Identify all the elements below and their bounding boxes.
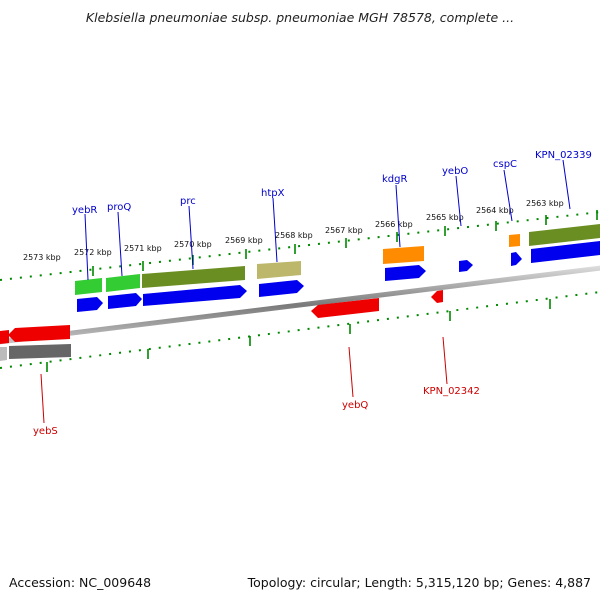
cds-arrow-yebS-left[interactable] — [0, 330, 9, 344]
leader-line-yebR — [84, 213, 89, 281]
gene-label-yebQ[interactable]: yebQ — [342, 400, 368, 411]
forward-gene-row — [75, 224, 600, 295]
gene-label-prc[interactable]: prc — [180, 196, 196, 207]
scale-label: 2567 kbp — [325, 226, 363, 235]
gene-label-cspC[interactable]: cspC — [493, 159, 517, 170]
scale-label: 2570 kbp — [174, 240, 212, 249]
gene-label-KPN_02339[interactable]: KPN_02339 — [535, 150, 592, 161]
reverse-label-leaders — [40, 336, 448, 424]
genome-backbone — [0, 265, 600, 345]
leader-line-cspC — [503, 169, 513, 222]
gene-label-kdgR[interactable]: kdgR — [382, 174, 407, 185]
gene-block-kdgR[interactable] — [383, 246, 424, 264]
gene-label-yebS[interactable]: yebS — [33, 426, 58, 437]
forward-label-leaders — [84, 159, 571, 281]
gene-block-yebR[interactable] — [75, 278, 102, 295]
gene-block-prc[interactable] — [142, 266, 245, 288]
reverse-gene-labels: yebS yebQ KPN_02342 — [33, 386, 480, 437]
leader-line-yebO — [455, 175, 462, 227]
gene-block-yebS-left[interactable] — [0, 347, 7, 361]
cds-arrow-yebR[interactable] — [77, 297, 103, 312]
gene-label-proQ[interactable]: proQ — [107, 202, 131, 213]
gene-block-proQ[interactable] — [106, 274, 140, 292]
leader-line-htpX — [272, 197, 278, 263]
leader-line-proQ — [117, 211, 123, 277]
gene-label-htpX[interactable]: htpX — [261, 188, 285, 199]
gene-label-yebR[interactable]: yebR — [72, 205, 97, 216]
scale-label: 2568 kbp — [275, 231, 313, 240]
cds-arrow-proQ[interactable] — [108, 293, 142, 309]
gene-label-yebO[interactable]: yebO — [442, 166, 468, 177]
gene-block-cspC[interactable] — [509, 234, 520, 247]
cds-arrow-yebS[interactable] — [8, 325, 70, 342]
cds-arrow-KPN_02342[interactable] — [431, 290, 443, 303]
scale-label: 2573 kbp — [23, 253, 61, 262]
scale-label: 2565 kbp — [426, 213, 464, 222]
reverse-scale-line — [0, 291, 600, 369]
leader-line-KPN_02339 — [562, 159, 571, 210]
leader-line-yebQ — [348, 346, 354, 398]
leader-line-kdgR — [395, 184, 401, 248]
topology-text: Topology: circular; Length: 5,315,120 bp… — [247, 575, 591, 590]
forward-cds-row — [77, 241, 600, 312]
cds-arrow-prc[interactable] — [143, 285, 247, 306]
scale-label: 2563 kbp — [526, 199, 564, 208]
accession-text: Accession: NC_009648 — [9, 575, 152, 590]
leader-line-KPN_02342 — [442, 336, 448, 385]
reverse-scale-track — [0, 291, 600, 372]
gene-block-yebS[interactable] — [9, 344, 71, 359]
cds-arrow-kdgR[interactable] — [385, 265, 426, 281]
gene-block-htpX[interactable] — [257, 261, 301, 279]
cds-arrow-htpX[interactable] — [259, 280, 304, 297]
page-title: Klebsiella pneumoniae subsp. pneumoniae … — [85, 10, 515, 25]
cds-arrow-yebQ[interactable] — [311, 298, 379, 318]
gene-label-KPN_02342[interactable]: KPN_02342 — [423, 386, 480, 397]
scale-label: 2572 kbp — [74, 248, 112, 257]
cds-arrow-KPN_02339[interactable] — [531, 241, 600, 263]
cds-arrow-yebO[interactable] — [459, 260, 473, 272]
forward-gene-labels: yebR proQ prc htpX kdgR yebO cspC KPN_02… — [72, 150, 592, 216]
scale-label: 2569 kbp — [225, 236, 263, 245]
forward-scale-line — [0, 211, 600, 281]
scale-label: 2571 kbp — [124, 244, 162, 253]
forward-scale-track: 2573 kbp 2572 kbp 2571 kbp 2570 kbp 2569… — [0, 199, 600, 281]
leader-line-yebS — [40, 373, 45, 424]
leader-line-prc — [188, 205, 194, 270]
scale-label: 2566 kbp — [375, 220, 413, 229]
gene-block-KPN_02339[interactable] — [529, 224, 600, 246]
reverse-feature-row — [0, 290, 443, 361]
cds-arrow-cspC[interactable] — [511, 252, 522, 266]
scale-label: 2564 kbp — [476, 206, 514, 215]
